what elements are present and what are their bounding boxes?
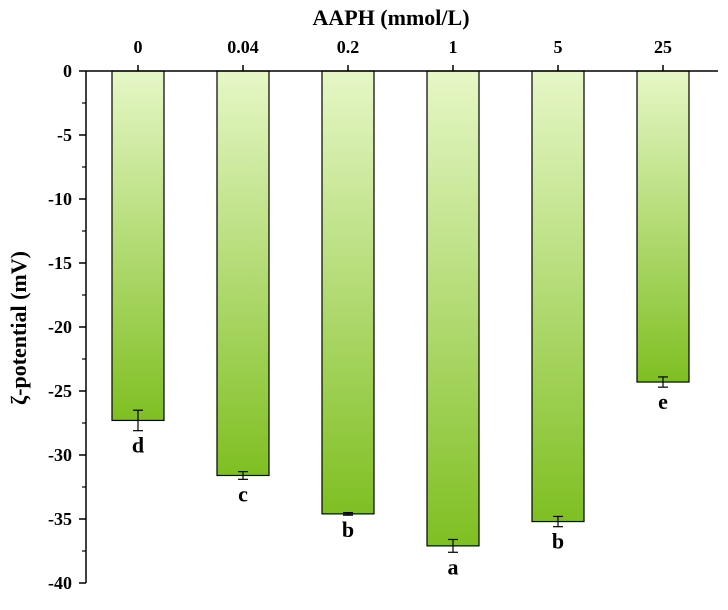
- bar: [426, 70, 480, 547]
- y-tick-label: -30: [48, 445, 72, 465]
- bar: [216, 70, 270, 477]
- y-tick-label: 0: [63, 61, 72, 81]
- significance-letter: b: [342, 517, 354, 542]
- x-tick-label: 0: [134, 37, 143, 57]
- x-tick-label: 5: [554, 37, 563, 57]
- y-tick-label: -5: [57, 125, 72, 145]
- x-tick-label: 0.04: [227, 37, 259, 57]
- y-tick-label: -35: [48, 509, 72, 529]
- axes-layer: 0 0.04 0.2 1 5 25 0 -5 -10 -15 -20 -25 -30 -35 -40: [48, 37, 718, 593]
- significance-letter: d: [132, 433, 144, 458]
- x-axis-title: AAPH (mmol/L): [312, 5, 469, 30]
- bar: [321, 70, 375, 515]
- bar: [636, 70, 690, 383]
- y-tick-label: -40: [48, 573, 72, 593]
- x-tick-label: 25: [654, 37, 672, 57]
- bars-layer: d c b a b e: [111, 70, 690, 579]
- y-tick-label: -15: [48, 253, 72, 273]
- x-tick-label: 1: [449, 37, 458, 57]
- bar: [111, 70, 165, 422]
- significance-letter: a: [448, 554, 459, 579]
- significance-letter: b: [552, 529, 564, 554]
- x-tick-label: 0.2: [337, 37, 360, 57]
- y-tick-label: -20: [48, 317, 72, 337]
- significance-letter: c: [238, 481, 248, 506]
- y-tick-label: -10: [48, 189, 72, 209]
- y-axis-title: ζ-potential (mV): [6, 251, 31, 405]
- significance-letter: e: [658, 389, 668, 414]
- bar: [531, 70, 585, 523]
- y-tick-label: -25: [48, 381, 72, 401]
